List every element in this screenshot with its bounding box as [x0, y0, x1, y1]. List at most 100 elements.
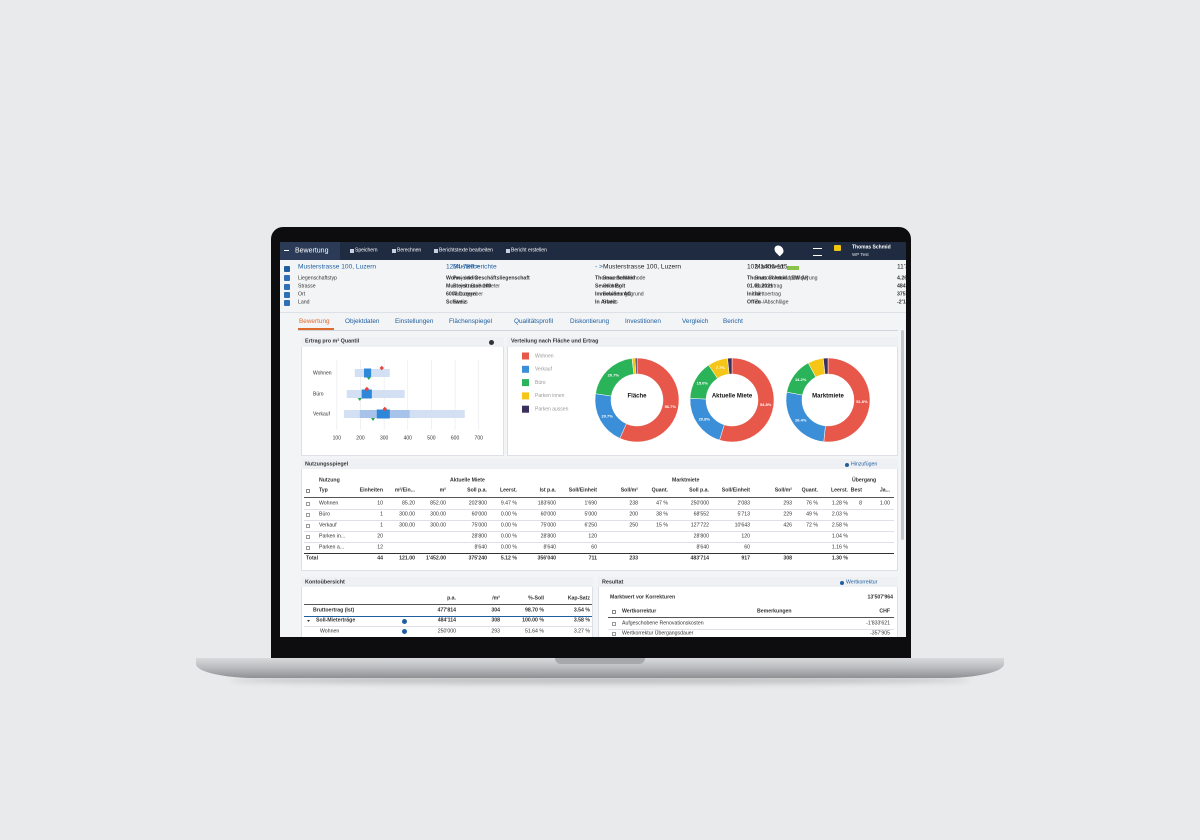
- table-cell: 3.58 %: [573, 617, 590, 624]
- action-icon: [434, 249, 438, 253]
- table-cell: 484'114: [437, 617, 456, 624]
- card-title: Marktwert: [755, 263, 784, 271]
- table-cell: 10: [377, 500, 383, 507]
- action-icon: [506, 249, 510, 253]
- sidebar-icon[interactable]: [284, 300, 290, 306]
- column-header: Typ: [319, 487, 328, 494]
- table-cell: 85.20: [402, 500, 415, 507]
- table-cell: 28'800: [540, 533, 556, 540]
- total-line: [304, 553, 894, 554]
- row-checkbox[interactable]: [306, 502, 310, 506]
- card-label: Nettoertrag: [755, 291, 781, 298]
- sidebar-icon[interactable]: [284, 266, 290, 272]
- x-tick-label: 300: [380, 435, 389, 441]
- table-cell: 120: [588, 533, 597, 540]
- card-label: Zu-/Abschläge: [755, 299, 789, 306]
- column-group: Marktmiete: [672, 477, 700, 484]
- navbar-title-bg: [280, 242, 340, 260]
- slice-label: 56.7%: [665, 404, 677, 409]
- table-cell: Aufgeschobene Renovationskosten: [622, 620, 704, 627]
- add-button[interactable]: Hinzufügen: [851, 460, 878, 467]
- table-cell: 60'000: [471, 511, 487, 518]
- range-bar: [354, 369, 390, 377]
- column-header: Quant.: [651, 487, 668, 494]
- column-header: Leerst.: [830, 487, 848, 494]
- table-cell: 60: [744, 544, 750, 551]
- card-code: - >: [595, 263, 603, 271]
- row-checkbox[interactable]: [612, 632, 616, 636]
- toolbar-button[interactable]: Berechnen: [397, 247, 422, 254]
- sidebar-icon[interactable]: [284, 284, 290, 290]
- slice-label: 54.8%: [760, 402, 772, 407]
- total-cell: 356'040: [537, 555, 556, 562]
- x-tick-label: 200: [356, 435, 365, 441]
- screen: 100 200 300 400 500 600 700 Wohnen Büro Verkauf Wo…: [280, 242, 906, 637]
- total-cell: 121.00: [399, 555, 415, 562]
- tab[interactable]: Investitionen: [625, 317, 661, 325]
- toolbar-button[interactable]: Bericht erstellen: [511, 247, 547, 254]
- table-cell: Wohnen: [319, 500, 339, 507]
- row-line: [304, 542, 894, 543]
- column-header: Ist p.a.: [539, 487, 556, 494]
- column-header: Ja...: [879, 487, 890, 494]
- info-icon[interactable]: [402, 618, 407, 624]
- tab-bar-line: [298, 330, 898, 331]
- table-cell: 2.58 %: [831, 522, 848, 529]
- row-checkbox[interactable]: [306, 524, 310, 528]
- table-cell: 304: [491, 606, 500, 613]
- table-cell: 60'000: [540, 511, 556, 518]
- card-label: Brutto-/Nettokapitalisierung: [755, 275, 818, 282]
- tab[interactable]: Qualitätsprofil: [514, 317, 554, 325]
- donut-title: Marktmiete: [812, 394, 844, 400]
- table-cell: 60: [591, 544, 597, 551]
- card-title: Musterberichte: [453, 263, 497, 271]
- legend-label: Parken aussen: [535, 407, 569, 413]
- row-checkbox[interactable]: [306, 513, 310, 517]
- table-cell: Büro: [319, 511, 330, 518]
- column-header: Leerst.: [499, 487, 517, 494]
- column-group: Aktuelle Miete: [450, 477, 485, 484]
- toolbar-button[interactable]: Speichern: [355, 247, 378, 254]
- tab[interactable]: Einstellungen: [395, 317, 434, 325]
- table-cell: 75'000: [540, 522, 556, 529]
- tab[interactable]: Vergleich: [682, 317, 709, 325]
- expand-caret[interactable]: [307, 620, 310, 622]
- column-header: Soll p.a.: [689, 487, 709, 494]
- box: [364, 368, 372, 378]
- column-header: Soll/m²: [774, 487, 792, 494]
- app-title[interactable]: Bewertung: [295, 247, 329, 255]
- tab[interactable]: Bewertung: [299, 317, 330, 325]
- table-cell: Verkauf: [319, 522, 337, 529]
- tab[interactable]: Diskontierung: [570, 317, 610, 325]
- correction-button[interactable]: Wertkorrektur: [846, 578, 878, 585]
- sidebar-icon[interactable]: [284, 275, 290, 281]
- table-cell: 98.70 %: [524, 606, 544, 613]
- table-cell: 293: [491, 627, 500, 634]
- action-icon: [392, 249, 396, 253]
- help-icon: [489, 339, 494, 345]
- x-tick-label: 700: [475, 435, 484, 441]
- notification-badge: [834, 245, 841, 251]
- row-checkbox[interactable]: [306, 535, 310, 539]
- toolbar-button[interactable]: Berichtstexte bearbeiten: [439, 247, 493, 254]
- info-icon[interactable]: [402, 629, 407, 634]
- tab[interactable]: Bericht: [723, 317, 743, 325]
- sidebar-icon[interactable]: [284, 292, 290, 298]
- column-header: Kap-Satz: [567, 595, 590, 602]
- legend-label: Wohnen: [535, 353, 554, 359]
- tab[interactable]: Flächenspiegel: [449, 317, 492, 325]
- result-panel-header: [598, 577, 898, 587]
- row-checkbox[interactable]: [612, 622, 616, 626]
- back-icon: [284, 250, 289, 252]
- table-cell: 38 %: [656, 511, 668, 518]
- card-label: Status: [603, 299, 618, 306]
- card-label: Liegenschaftstyp: [298, 275, 337, 282]
- row-checkbox[interactable]: [306, 546, 310, 550]
- column-header: Soll/m²: [620, 487, 638, 494]
- table-cell: 852.00: [430, 500, 446, 507]
- table-cell: 0.00 %: [500, 511, 517, 518]
- table-cell: 8'640: [543, 544, 556, 551]
- tab[interactable]: Objektdaten: [345, 317, 380, 325]
- distribution-panel-header: [507, 337, 898, 347]
